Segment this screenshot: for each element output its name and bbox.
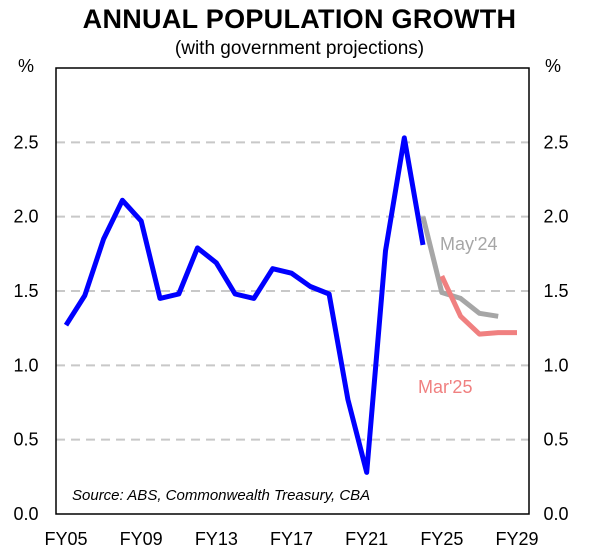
- y-tick-label-right: 1.0: [543, 355, 568, 375]
- chart-title: ANNUAL POPULATION GROWTH: [82, 4, 517, 34]
- x-tick-label: FY17: [270, 529, 313, 549]
- plot-frame: [55, 67, 530, 515]
- series-lines: [63, 135, 517, 475]
- series-line-0: [63, 135, 426, 475]
- y-axis-right: 0.0 0.5 1.0 1.5 2.0 2.5: [543, 132, 568, 524]
- chart-subtitle: (with government projections): [174, 38, 425, 59]
- x-tick-label: FY05: [44, 529, 87, 549]
- series-line-2: [439, 275, 517, 337]
- x-tick-label: FY21: [345, 529, 388, 549]
- y-tick-label-right: 0.0: [543, 504, 568, 524]
- x-tick-label: FY25: [420, 529, 463, 549]
- y-tick-label-right: 2.5: [543, 132, 568, 152]
- x-tick-label: FY13: [195, 529, 238, 549]
- series-line-1: [420, 216, 499, 319]
- y-tick-label-left: 0.0: [13, 504, 38, 524]
- y-axis-left: 0.0 0.5 1.0 1.5 2.0 2.5: [13, 132, 38, 524]
- y-tick-label-left: 1.5: [13, 281, 38, 301]
- y-tick-label-left: 2.0: [13, 207, 38, 227]
- y-tick-label-right: 0.5: [543, 430, 568, 450]
- y-unit-right: %: [545, 56, 561, 76]
- x-tick-label: FY29: [495, 529, 538, 549]
- series-label-mar25: Mar'25: [418, 377, 472, 397]
- y-tick-label-left: 1.0: [13, 355, 38, 375]
- y-tick-label-right: 2.0: [543, 207, 568, 227]
- source-note: Source: ABS, Commonwealth Treasury, CBA: [72, 487, 370, 504]
- y-unit-left: %: [18, 56, 34, 76]
- x-axis: FY05 FY09 FY13 FY17 FY21 FY25 FY29: [44, 529, 538, 549]
- y-tick-label-left: 0.5: [13, 430, 38, 450]
- y-tick-label-right: 1.5: [543, 281, 568, 301]
- y-tick-label-left: 2.5: [13, 132, 38, 152]
- x-tick-label: FY09: [120, 529, 163, 549]
- series-label-may24: May'24: [440, 234, 497, 254]
